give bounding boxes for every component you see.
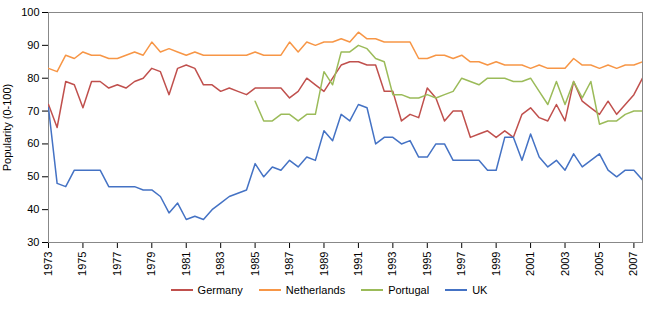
svg-text:1985: 1985 xyxy=(249,252,261,276)
svg-text:1981: 1981 xyxy=(180,252,192,276)
svg-text:1977: 1977 xyxy=(111,252,123,276)
svg-text:1989: 1989 xyxy=(317,252,329,276)
svg-text:30: 30 xyxy=(27,236,39,248)
svg-text:1993: 1993 xyxy=(386,252,398,276)
svg-text:2005: 2005 xyxy=(593,252,605,276)
svg-text:1995: 1995 xyxy=(421,252,433,276)
svg-text:1973: 1973 xyxy=(42,252,54,276)
svg-text:Popularity (0-100): Popularity (0-100) xyxy=(1,84,13,171)
svg-text:1997: 1997 xyxy=(455,252,467,276)
svg-text:1983: 1983 xyxy=(214,252,226,276)
svg-text:1987: 1987 xyxy=(283,252,295,276)
svg-text:90: 90 xyxy=(27,39,39,51)
html-text:Portugal: Portugal xyxy=(388,284,430,296)
svg-text:60: 60 xyxy=(27,137,39,149)
svg-text:50: 50 xyxy=(27,170,39,182)
svg-text:80: 80 xyxy=(27,72,39,84)
svg-text:40: 40 xyxy=(27,203,39,215)
svg-text:2003: 2003 xyxy=(559,252,571,276)
svg-text:70: 70 xyxy=(27,105,39,117)
html-text:Netherlands: Netherlands xyxy=(285,284,346,296)
html-text:Germany: Germany xyxy=(197,284,243,296)
svg-text:2001: 2001 xyxy=(524,252,536,276)
svg-text:2007: 2007 xyxy=(627,252,639,276)
svg-text:1975: 1975 xyxy=(76,252,88,276)
svg-text:1991: 1991 xyxy=(352,252,364,276)
svg-text:1999: 1999 xyxy=(490,252,502,276)
html-text:UK: UK xyxy=(472,284,488,296)
svg-text:1979: 1979 xyxy=(145,252,157,276)
svg-text:100: 100 xyxy=(21,6,39,18)
